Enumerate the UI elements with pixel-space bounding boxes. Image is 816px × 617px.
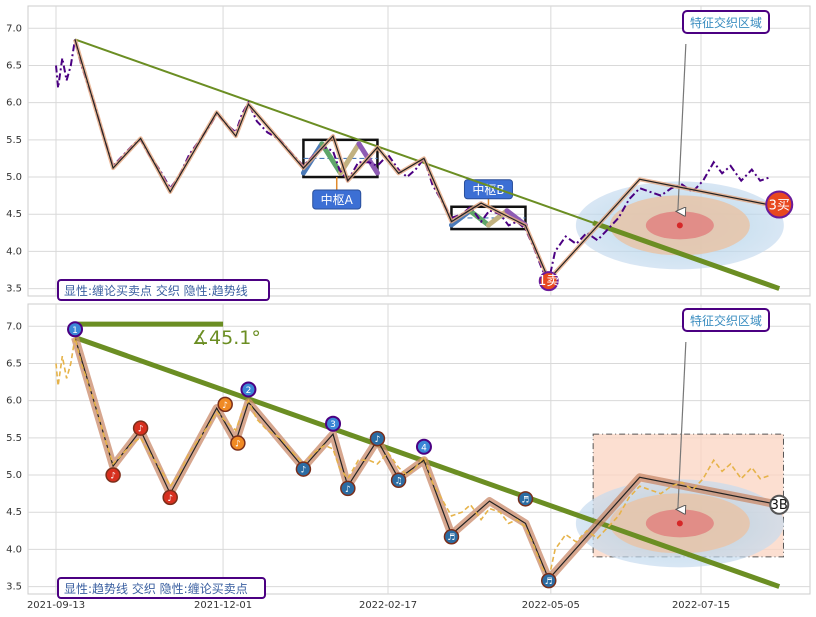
note-marker — [369, 430, 386, 447]
top-region-label: 特征交织区域 — [682, 10, 770, 34]
top-legend: 显性:缠论买卖点 交织 隐性:趋势线 — [57, 279, 270, 301]
y-tick-label: 4.5 — [6, 209, 22, 220]
bottom-region-label-text: 特征交织区域 — [690, 313, 762, 328]
top-legend-text: 显性:缠论买卖点 交织 隐性:趋势线 — [64, 283, 248, 298]
pivot-label-box — [312, 189, 362, 210]
signal-label: 3B — [771, 498, 788, 513]
bottom-markers: 3B 1 2 3 4 ♪ ♪ ♪ ♪ ♪ ♪ ♪ ♪ ♫ ♬ ♬ ♬ — [67, 321, 790, 589]
bottom-y-ticks: 3.5 4.0 4.5 5.0 5.5 6.0 6.5 7.0 — [6, 321, 22, 592]
x-tick-label: 2022-05-05 — [522, 600, 580, 611]
note-marker — [105, 467, 121, 483]
note-marker-label: ♪ — [301, 466, 307, 476]
top-region-label-box — [682, 10, 770, 34]
x-tick-label: 2021-12-01 — [194, 600, 252, 611]
y-tick-label: 4.0 — [6, 544, 22, 555]
y-tick-label: 5.0 — [6, 172, 22, 183]
note-marker — [340, 480, 356, 497]
stroke-number-label: 2 — [246, 386, 252, 396]
y-tick-label: 3.5 — [6, 284, 22, 295]
stroke-number-marker — [325, 415, 342, 432]
y-tick-label: 6.5 — [6, 60, 22, 71]
note-marker — [230, 435, 246, 451]
note-marker — [517, 491, 534, 507]
bottom-panel: 3B 1 2 3 4 ♪ ♪ ♪ ♪ ♪ ♪ ♪ ♪ ♫ ♬ ♬ ♬ 3.5 4.0 4.5 5.0 5.5 6.0 6.5… — [6, 303, 811, 611]
signal-marker — [765, 190, 794, 219]
signal-label: 3买 — [769, 199, 790, 214]
pivot-wave-segment — [319, 141, 343, 176]
y-tick-label: 3.5 — [6, 582, 22, 593]
note-marker-label: ♪ — [138, 425, 144, 435]
top-legend-box — [57, 279, 270, 301]
y-tick-label: 6.0 — [6, 98, 22, 109]
note-marker-label: ♪ — [235, 440, 241, 450]
note-marker — [295, 461, 312, 477]
stroke-number-marker — [240, 381, 257, 398]
x-tick-label: 2021-09-13 — [27, 600, 85, 611]
y-tick-label: 5.0 — [6, 470, 22, 481]
top-signals: 1卖 3买 — [538, 190, 794, 292]
y-tick-label: 5.5 — [6, 135, 22, 146]
note-marker-label: ♬ — [521, 495, 529, 505]
bottom-x-ticks: 2021-09-13 2021-12-01 2022-02-17 2022-05-05… — [27, 600, 730, 611]
trendline-tail — [592, 220, 781, 291]
region-center-dot — [676, 222, 683, 229]
stroke-number-label: 4 — [421, 443, 427, 453]
x-tick-label: 2022-02-17 — [359, 600, 417, 611]
note-marker — [162, 489, 178, 506]
top-y-ticks: 3.5 4.0 4.5 5.0 5.5 6.0 6.5 7.0 — [6, 23, 22, 294]
note-marker-label: ♬ — [545, 577, 553, 587]
note-marker — [217, 396, 233, 413]
note-marker-label: ♬ — [447, 533, 455, 543]
note-marker-label: ♪ — [222, 401, 228, 411]
y-tick-label: 7.0 — [6, 23, 22, 34]
y-tick-label: 4.0 — [6, 246, 22, 257]
stroke-number-label: 1 — [72, 326, 78, 336]
note-marker-label: ♪ — [167, 494, 173, 504]
stroke-number-marker — [67, 321, 84, 338]
bottom-region-label: 特征交织区域 — [682, 308, 770, 332]
y-tick-label: 6.0 — [6, 396, 22, 407]
bottom-legend-text: 显性:趋势线 交织 隐性:缠论买卖点 — [64, 581, 248, 596]
note-marker-label: ♪ — [345, 485, 351, 495]
pivot-label-text: 中枢B — [472, 182, 504, 197]
pivot-label-text: 中枢A — [321, 192, 354, 207]
note-marker — [132, 420, 149, 436]
price-series-line-faint — [55, 337, 772, 582]
note-marker — [540, 572, 557, 589]
note-marker-label: ♫ — [395, 477, 403, 487]
bottom-legend: 显性:趋势线 交织 隐性:缠论买卖点 — [57, 577, 266, 599]
region-center-dot — [676, 520, 683, 527]
y-tick-label: 5.5 — [6, 433, 22, 444]
bottom-region-label-box — [682, 308, 770, 332]
signal-label: 1卖 — [538, 274, 559, 289]
stroke-number-label: 3 — [330, 420, 336, 430]
signal-marker — [769, 494, 790, 515]
bottom-legend-box — [57, 577, 266, 599]
top-panel: 中枢A 中枢B 1卖 3买 3.5 4.0 4.5 5.0 5.5 6.0 6.5 7.0 特征交… — [6, 5, 811, 301]
pivot-label-box — [463, 179, 513, 200]
top-region-label-text: 特征交织区域 — [690, 15, 762, 30]
y-tick-label: 7.0 — [6, 321, 22, 332]
note-marker — [390, 472, 407, 488]
x-tick-label: 2022-07-15 — [672, 600, 730, 611]
top-series — [55, 38, 780, 284]
y-tick-label: 4.5 — [6, 507, 22, 518]
angle-label: ∡45.1° — [192, 327, 261, 349]
y-tick-label: 6.5 — [6, 358, 22, 369]
stroke-line — [74, 39, 780, 281]
note-marker — [443, 528, 460, 545]
stroke-number-marker — [415, 438, 432, 455]
note-marker-label: ♪ — [375, 435, 381, 445]
note-marker-label: ♪ — [110, 472, 116, 482]
region-arrow — [678, 43, 687, 211]
signal-marker — [538, 271, 559, 292]
